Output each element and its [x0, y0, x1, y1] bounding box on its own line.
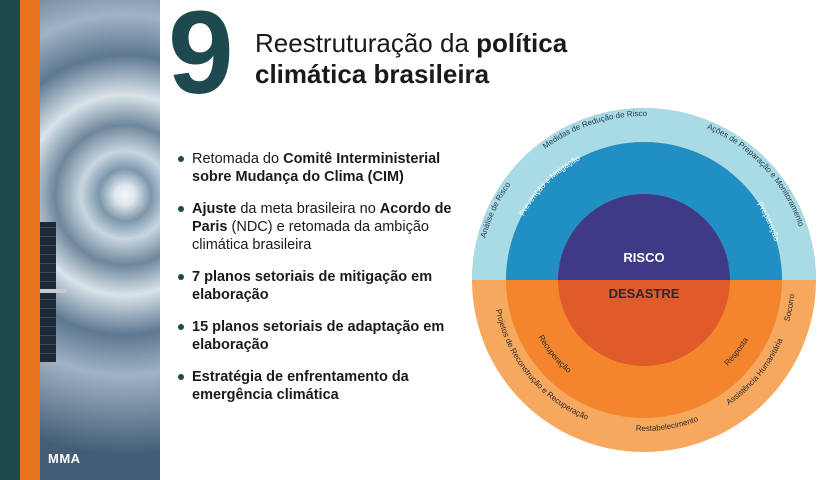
title-normal: Reestruturação da	[255, 28, 477, 58]
bullet-item: Ajuste da meta brasileira no Acordo de P…	[178, 200, 466, 254]
risk-disaster-cycle-diagram: RISCO DESASTRE Análise de Risco Medidas …	[472, 108, 816, 452]
sidebar-orange-strip	[20, 0, 40, 480]
center-top-label: RISCO	[623, 250, 664, 265]
bullet-dot-icon	[178, 274, 184, 280]
sidebar-teal-strip	[0, 0, 20, 480]
title-bold-2: climática brasileira	[255, 59, 490, 89]
title-bold-1: política	[476, 28, 568, 58]
bullet-dot-icon	[178, 324, 184, 330]
satellite-arm	[40, 289, 66, 293]
bullet-dot-icon	[178, 374, 184, 380]
bullet-item: 7 planos setoriais de mitigação em elabo…	[178, 268, 466, 304]
bullet-dot-icon	[178, 206, 184, 212]
bullet-item: 15 planos setoriais de adaptação em elab…	[178, 318, 466, 354]
bullet-dot-icon	[178, 156, 184, 162]
bullet-list: Retomada do Comitê Interministerial sobr…	[178, 150, 466, 418]
slide-title: Reestruturação da política climática bra…	[255, 28, 567, 90]
bullet-item: Estratégia de enfrentamento da emergênci…	[178, 368, 466, 404]
center-bottom-label: DESASTRE	[609, 286, 680, 301]
bullet-item: Retomada do Comitê Interministerial sobr…	[178, 150, 466, 186]
inner-circle-top	[558, 194, 730, 280]
slide-number: 9	[168, 0, 234, 119]
brand-logo: MMA	[48, 451, 81, 466]
hurricane-satellite-photo	[40, 0, 160, 480]
